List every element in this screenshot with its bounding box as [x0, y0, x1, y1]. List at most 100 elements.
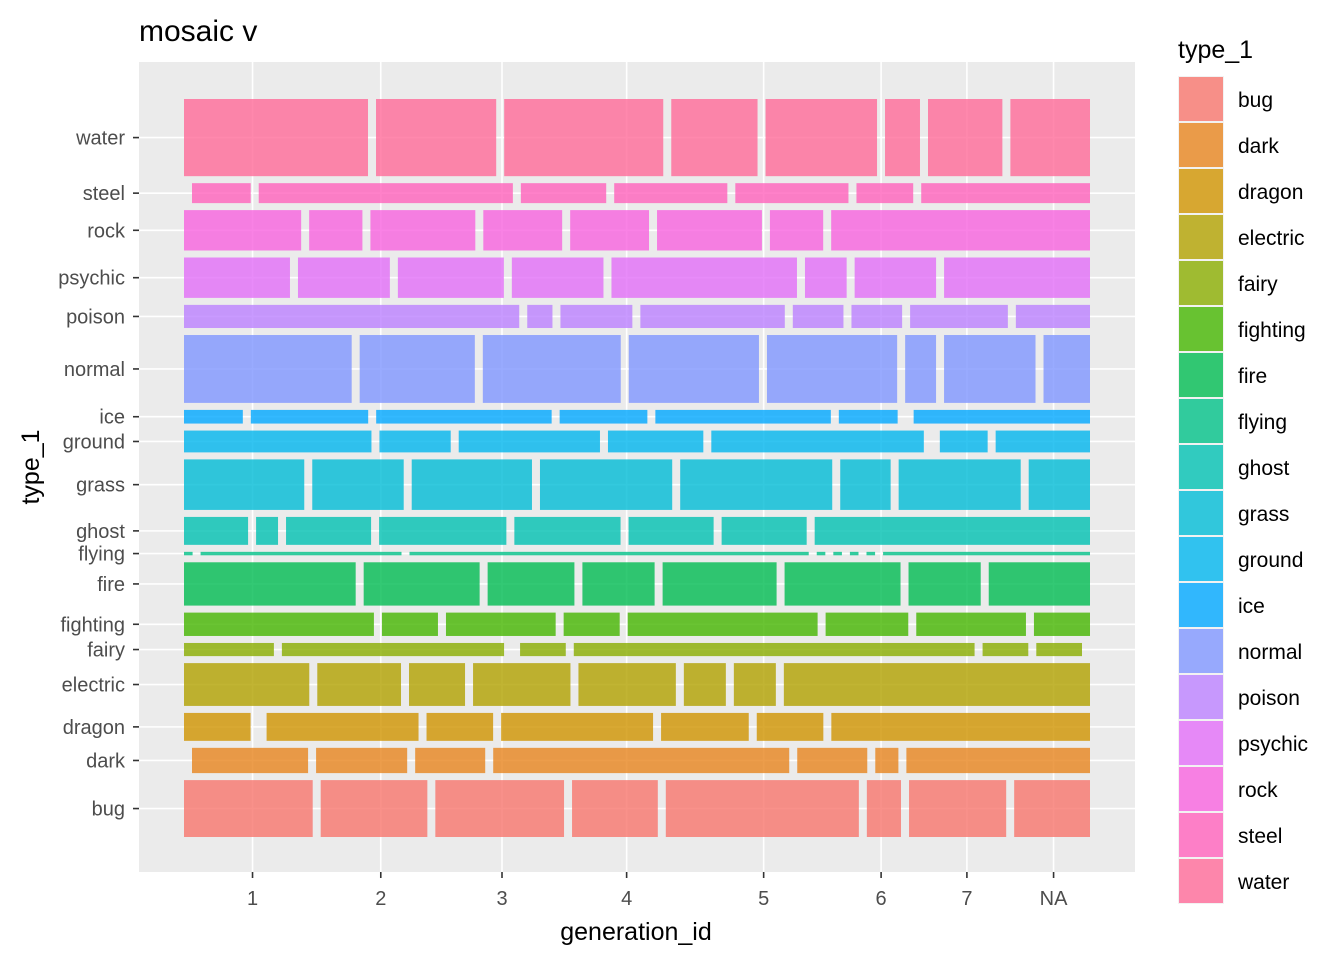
legend-label-fighting: fighting: [1238, 319, 1306, 342]
tile-grass-3: [411, 459, 532, 510]
tile-rock-1: [184, 210, 302, 251]
x-tick-label: 1: [247, 888, 258, 910]
tile-grass-5: [680, 459, 833, 510]
tile-dark-3: [316, 747, 408, 774]
tile-bug-5: [665, 780, 859, 837]
tile-steel-4: [520, 183, 607, 204]
tile-dark-6: [797, 747, 868, 774]
tile-flying-6: [849, 551, 859, 556]
tile-normal-NA: [1043, 335, 1090, 403]
tile-rock-6: [657, 210, 762, 251]
tile-ghost-7: [721, 516, 807, 545]
x-axis-title: generation_id: [560, 918, 712, 946]
x-tick-label: 6: [876, 888, 887, 910]
tile-steel-3: [258, 183, 513, 204]
x-tick-label: 4: [621, 888, 632, 910]
legend-label-bug: bug: [1238, 89, 1273, 112]
tile-normal-5: [766, 335, 898, 403]
tile-ice-6: [838, 409, 898, 424]
tile-dragon-7: [756, 712, 824, 741]
tile-ghost-3: [286, 516, 372, 545]
tile-ground-1: [184, 430, 372, 453]
tile-rock-2: [309, 210, 363, 251]
tile-psychic-3: [397, 257, 504, 298]
tile-ice-1: [184, 409, 243, 424]
y-tick-label: ice: [99, 407, 125, 429]
tile-poison-6: [851, 304, 903, 329]
tile-normal-7: [944, 335, 1036, 403]
y-tick-label: dark: [86, 750, 126, 772]
legend-key-ground: [1179, 537, 1223, 581]
tile-normal-6: [905, 335, 937, 403]
y-tick-label: fire: [97, 574, 125, 596]
tile-fighting-2: [381, 612, 438, 636]
tile-fighting-NA: [1033, 612, 1090, 636]
tile-electric-2: [317, 663, 402, 706]
tile-dragon-1: [184, 712, 251, 741]
tile-fire-5: [662, 562, 777, 606]
tile-rock-4: [483, 210, 563, 251]
tile-fighting-7: [916, 612, 1026, 636]
legend-key-rock: [1179, 767, 1223, 811]
y-tick-label: flying: [78, 544, 125, 566]
legend-key-bug: [1179, 77, 1223, 121]
tile-ground-3: [458, 430, 600, 453]
legend-label-water: water: [1237, 871, 1289, 894]
tile-ice-NA: [913, 409, 1090, 424]
tile-steel-2: [192, 183, 251, 204]
tile-water-5: [765, 99, 878, 177]
tile-steel-NA: [921, 183, 1090, 204]
tile-grass-6: [840, 459, 891, 510]
tile-electric-6: [683, 663, 726, 706]
y-tick-label: fairy: [87, 640, 125, 662]
tile-poison-4: [640, 304, 785, 329]
x-tick-label: 3: [496, 888, 507, 910]
legend-key-steel: [1179, 813, 1223, 857]
tile-psychic-1: [184, 257, 290, 298]
legend-key-fire: [1179, 353, 1223, 397]
tile-ghost-1: [184, 516, 249, 545]
tile-rock-7: [769, 210, 824, 251]
tile-ice-2: [250, 409, 369, 424]
y-tick-label: ghost: [76, 521, 125, 543]
tile-grass-NA: [1028, 459, 1090, 510]
tile-fairy-1: [184, 642, 274, 657]
tile-bug-6: [866, 780, 902, 837]
tile-flying-3: [409, 551, 809, 556]
y-tick-label: rock: [87, 220, 126, 242]
legend-key-fairy: [1179, 261, 1223, 305]
legend-key-ghost: [1179, 445, 1223, 489]
legend-key-electric: [1179, 215, 1223, 259]
tile-ground-NA: [995, 430, 1090, 453]
tile-dark-5: [493, 747, 790, 774]
legend-label-normal: normal: [1238, 641, 1302, 664]
y-tick-label: bug: [92, 799, 125, 821]
tile-ground-7: [939, 430, 988, 453]
tile-ice-4: [559, 409, 648, 424]
tile-dark-NA: [906, 747, 1090, 774]
tile-bug-3: [435, 780, 565, 837]
tile-flying-1: [184, 551, 193, 556]
tile-ghost-4: [379, 516, 507, 545]
tile-dragon-3: [266, 712, 419, 741]
tile-fighting-1: [184, 612, 374, 636]
tile-bug-NA: [1014, 780, 1090, 837]
y-tick-label: dragon: [63, 717, 125, 739]
tile-dark-4: [415, 747, 486, 774]
tile-water-7: [928, 99, 1003, 177]
legend-label-fire: fire: [1238, 365, 1267, 388]
tile-grass-7: [898, 459, 1021, 510]
tile-dragon-NA: [831, 712, 1090, 741]
tile-ghost-NA: [814, 516, 1090, 545]
tile-water-6: [885, 99, 920, 177]
legend-key-fighting: [1179, 307, 1223, 351]
tile-psychic-7: [854, 257, 937, 298]
tile-water-2: [376, 99, 497, 177]
tile-fairy-2: [281, 642, 505, 657]
tile-fire-4: [582, 562, 655, 606]
y-tick-label: normal: [64, 359, 125, 381]
tile-normal-1: [184, 335, 352, 403]
tile-steel-6: [735, 183, 849, 204]
tile-electric-NA: [783, 663, 1090, 706]
